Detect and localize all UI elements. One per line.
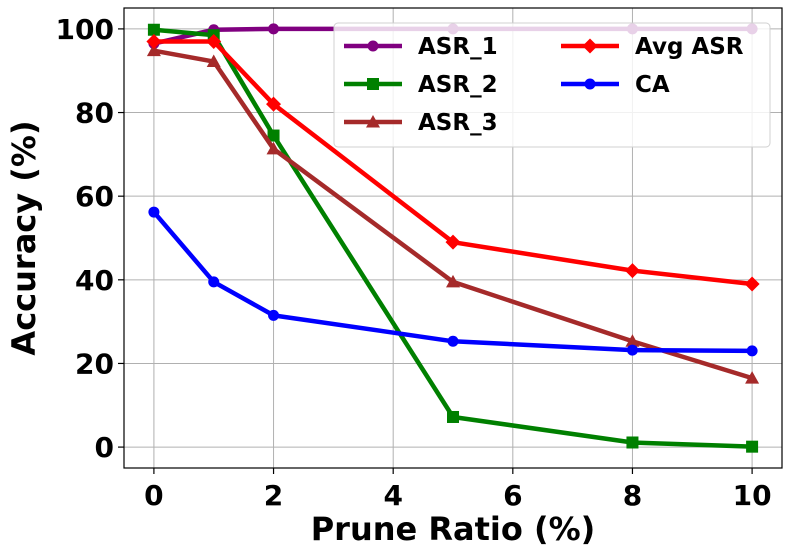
- y-tick-label: 40: [75, 264, 114, 297]
- legend-marker-asr-2: [367, 78, 379, 90]
- y-tick-label: 0: [95, 431, 114, 464]
- y-tick-label: 20: [75, 347, 114, 380]
- data-point-asr-2: [267, 129, 280, 142]
- y-tick-label: 80: [75, 97, 114, 130]
- legend-label-ca: CA: [635, 72, 670, 98]
- data-point-asr-1: [268, 23, 280, 35]
- data-point-avg-asr: [445, 234, 461, 250]
- data-point-asr-3: [745, 371, 760, 384]
- legend: ASR_1 ASR_2 ASR_3 Avg ASR CA: [333, 22, 771, 148]
- data-point-asr-3: [625, 334, 640, 347]
- legend-box: [333, 22, 771, 148]
- legend-item-ca: CA: [561, 72, 670, 98]
- data-point-asr-2: [147, 23, 160, 36]
- series-line-asr-3: [151, 48, 755, 381]
- series-line-avg-asr: [151, 39, 755, 287]
- x-tick-label: 2: [264, 479, 283, 512]
- data-point-asr-2: [447, 410, 459, 423]
- data-point-ca: [268, 309, 280, 321]
- data-point-ca: [626, 344, 638, 356]
- series-avg-asr: [146, 33, 760, 292]
- data-point-asr-3: [266, 141, 281, 155]
- legend-item-asr-1: ASR_1: [344, 34, 498, 60]
- legend-item-asr-3: ASR_3: [344, 110, 498, 136]
- x-tick-label: 8: [623, 479, 642, 512]
- legend-marker-asr-3: [366, 115, 380, 128]
- data-point-avg-asr: [206, 33, 222, 49]
- plot-frame: [123, 7, 783, 469]
- x-tick-label: 6: [503, 479, 522, 512]
- legend-marker-ca: [584, 78, 596, 90]
- data-point-avg-asr: [266, 96, 282, 112]
- legend-marker-asr-1: [367, 40, 379, 52]
- legend-label-asr-3: ASR_3: [418, 110, 498, 136]
- legend-item-asr-2: ASR_2: [344, 72, 498, 98]
- data-point-asr-3: [146, 43, 161, 57]
- legend-label-asr-2: ASR_2: [418, 72, 498, 98]
- x-tick-label: 4: [383, 479, 402, 512]
- legend-label-avg-asr: Avg ASR: [635, 34, 744, 60]
- series-ca: [148, 206, 758, 357]
- series-line-asr-2: [151, 27, 755, 449]
- legend-item-avg-asr: Avg ASR: [561, 34, 744, 60]
- y-tick-label: 100: [56, 13, 114, 46]
- legend-marker-avg-asr: [582, 38, 598, 54]
- series-line-ca: [151, 209, 755, 354]
- data-point-asr-2: [746, 440, 759, 453]
- data-point-avg-asr: [146, 33, 162, 49]
- data-point-asr-3: [206, 54, 221, 68]
- data-point-ca: [447, 335, 459, 347]
- data-point-ca: [148, 206, 160, 218]
- data-point-ca: [746, 345, 758, 357]
- data-point-asr-2: [626, 436, 639, 449]
- data-point-avg-asr: [744, 276, 760, 292]
- data-point-ca: [208, 276, 220, 288]
- y-axis-label: Accuracy (%): [5, 120, 43, 355]
- y-tick-label: 60: [75, 180, 114, 213]
- x-tick-label: 10: [733, 479, 772, 512]
- legend-label-asr-1: ASR_1: [418, 34, 498, 60]
- x-axis-label: Prune Ratio (%): [311, 510, 596, 548]
- series-asr-3: [146, 43, 760, 384]
- x-tick-label: 0: [144, 479, 163, 512]
- data-point-asr-3: [446, 274, 460, 288]
- data-point-avg-asr: [624, 263, 640, 279]
